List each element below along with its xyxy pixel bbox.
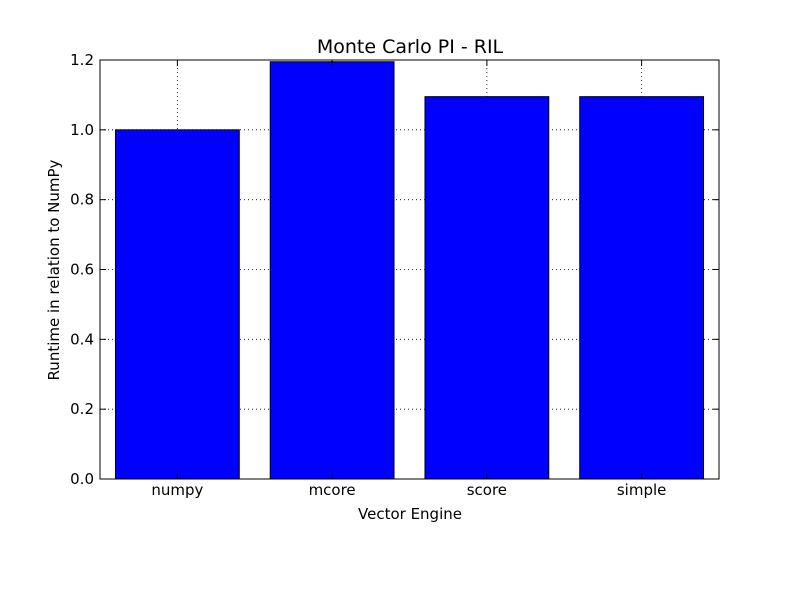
y-tick-label: 0.0 <box>70 470 94 488</box>
y-tick-label: 0.2 <box>70 400 94 418</box>
y-tick-labels: 0.0 0.2 0.4 0.6 0.8 1.0 1.2 <box>70 51 94 488</box>
y-tick-label: 0.4 <box>70 330 94 348</box>
y-tick-label: 1.0 <box>70 121 94 139</box>
y-tick-label: 1.2 <box>70 51 94 69</box>
x-tick-label-numpy: numpy <box>151 481 203 499</box>
x-tick-label-score: score <box>467 481 507 499</box>
bar-simple <box>579 96 705 480</box>
y-tick-label: 0.6 <box>70 261 94 279</box>
y-axis-label: Runtime in relation to NumPy <box>45 159 63 380</box>
chart-title: Monte Carlo PI - RIL <box>317 36 504 58</box>
x-axis-label: Vector Engine <box>358 505 462 523</box>
bar-numpy <box>114 129 240 480</box>
bar-mcore <box>269 61 395 480</box>
x-tick-label-mcore: mcore <box>309 481 356 499</box>
y-tick-label: 0.8 <box>70 191 94 209</box>
bar-score <box>424 96 550 480</box>
x-tick-label-simple: simple <box>617 481 667 499</box>
axis-ticks <box>100 59 719 480</box>
bars <box>114 61 705 480</box>
x-tick-labels: numpy mcore score simple <box>151 481 666 499</box>
